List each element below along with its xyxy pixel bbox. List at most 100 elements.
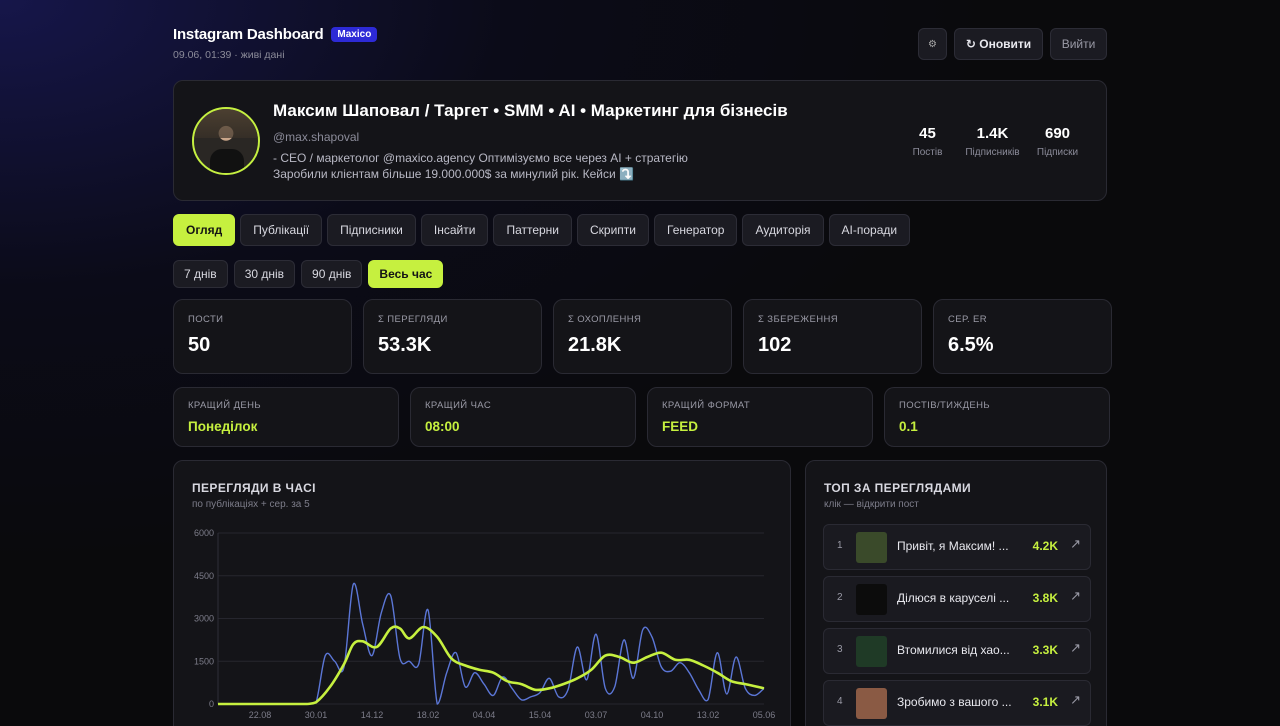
kpi-value: 53.3K <box>378 334 432 356</box>
best-format: КРАЩИЙ ФОРМАТ FEED <box>647 387 873 447</box>
title-row: Instagram Dashboard Maxico <box>173 26 1107 43</box>
y-tick-label: 1500 <box>194 656 214 666</box>
tab-audience[interactable]: Аудиторія <box>742 214 824 246</box>
stat-label: Підписки <box>1036 147 1079 158</box>
chart-title: ПЕРЕГЛЯДИ В ЧАСІ <box>192 481 316 495</box>
top-post-item[interactable]: 4 Зробимо з вашого ... 3.1K ↗ <box>823 680 1091 726</box>
posts-per-week: ПОСТІВ/ТИЖДЕНЬ 0.1 <box>884 387 1110 447</box>
post-views: 3.8K <box>1032 591 1058 605</box>
best-label: ПОСТІВ/ТИЖДЕНЬ <box>899 400 991 411</box>
kpi-value: 50 <box>188 334 211 356</box>
avatar <box>192 107 260 175</box>
post-thumbnail <box>856 532 887 563</box>
profile-name: Максим Шаповал / Таргет • SMM • AI • Мар… <box>273 101 788 120</box>
post-views: 3.1K <box>1032 695 1058 709</box>
post-views: 4.2K <box>1032 539 1058 553</box>
range-90-days[interactable]: 90 днів <box>301 260 363 288</box>
range-7-days[interactable]: 7 днів <box>173 260 228 288</box>
post-thumbnail <box>856 584 887 615</box>
views-over-time-card: ПЕРЕГЛЯДИ В ЧАСІ по публікаціях + сер. з… <box>173 460 791 726</box>
stat-following: 690 Підписки <box>1025 125 1090 158</box>
open-external-icon[interactable]: ↗ <box>1070 536 1081 551</box>
post-rank: 1 <box>837 540 843 551</box>
open-external-icon[interactable]: ↗ <box>1070 588 1081 603</box>
chart-grid <box>217 532 764 705</box>
header: Instagram Dashboard Maxico 09.06, 01:39 … <box>173 26 1107 66</box>
account-badge: Maxico <box>331 27 378 42</box>
kpi-saves: Σ ЗБЕРЕЖЕННЯ 102 <box>743 299 922 374</box>
best-metrics-row: КРАЩИЙ ДЕНЬ Понеділок КРАЩИЙ ЧАС 08:00 КРА… <box>173 387 1110 447</box>
open-external-icon[interactable]: ↗ <box>1070 640 1081 655</box>
kpi-posts: ПОСТИ 50 <box>173 299 352 374</box>
top-subtitle: клік — відкрити пост <box>824 499 919 510</box>
x-tick-label: 13.02 <box>697 710 720 720</box>
best-label: КРАЩИЙ ДЕНЬ <box>188 400 262 411</box>
tab-insights[interactable]: Інсайти <box>420 214 489 246</box>
best-value: FEED <box>662 419 699 434</box>
post-title: Ділюся в каруселі ... <box>897 591 1010 605</box>
stat-label: Підписників <box>965 147 1020 158</box>
kpi-label: ПОСТИ <box>188 314 224 325</box>
kpi-value: 102 <box>758 334 792 356</box>
x-tick-label: 22.08 <box>249 710 272 720</box>
tab-followers[interactable]: Підписники <box>327 214 416 246</box>
best-value: 08:00 <box>425 419 460 434</box>
top-title: ТОП ЗА ПЕРЕГЛЯДАМИ <box>824 481 972 495</box>
logout-button[interactable]: Вийти <box>1050 28 1107 60</box>
views-chart: 0 1500 3000 4500 6000 22.08 30.01 14.12 18.02 04… <box>194 528 776 720</box>
stat-label: Постів <box>912 147 943 158</box>
stat-value: 690 <box>1044 125 1071 142</box>
chart-subtitle: по публікаціях + сер. за 5 <box>192 499 310 510</box>
post-thumbnail <box>856 688 887 719</box>
top-post-item[interactable]: 1 Привіт, я Максим! ... 4.2K ↗ <box>823 524 1091 570</box>
last-updated: 09.06, 01:39 · живі дані <box>173 49 285 61</box>
x-tick-label: 30.01 <box>305 710 328 720</box>
open-external-icon[interactable]: ↗ <box>1070 692 1081 707</box>
best-value: Понеділок <box>188 419 258 434</box>
tab-scripts[interactable]: Скрипти <box>577 214 650 246</box>
tab-ai-tips[interactable]: AI-поради <box>828 214 911 246</box>
x-tick-label: 04.10 <box>641 710 664 720</box>
tab-overview[interactable]: Огляд <box>173 214 236 246</box>
range-30-days[interactable]: 30 днів <box>233 260 296 288</box>
kpi-reach: Σ ОХОПЛЕННЯ 21.8K <box>553 299 732 374</box>
date-range-filter: 7 днів 30 днів 90 днів Весь час <box>173 260 444 288</box>
kpi-label: Σ ПЕРЕГЛЯДИ <box>378 314 448 325</box>
stat-value: 45 <box>919 125 936 142</box>
y-tick-label: 6000 <box>194 528 214 538</box>
stat-followers: 1.4K Підписників <box>960 125 1025 158</box>
series-avg-line <box>217 625 765 706</box>
app-title: Instagram Dashboard <box>173 26 324 43</box>
profile-stats: 45 Постів 1.4K Підписників 690 Підписки <box>895 125 1090 158</box>
kpi-value: 6.5% <box>948 334 994 356</box>
x-tick-label: 15.04 <box>529 710 552 720</box>
x-tick-label: 14.12 <box>361 710 384 720</box>
y-tick-label: 4500 <box>194 571 214 581</box>
kpi-label: СЕР. ER <box>948 314 988 325</box>
header-actions: ⚙ ↻ Оновити Вийти <box>918 28 1107 60</box>
post-title: Втомилися від хао... <box>897 643 1010 657</box>
kpi-avg-er: СЕР. ER 6.5% <box>933 299 1112 374</box>
tab-publications[interactable]: Публікації <box>240 214 323 246</box>
kpi-value: 21.8K <box>568 334 622 356</box>
tab-patterns[interactable]: Паттерни <box>493 214 573 246</box>
x-tick-label: 05.06 <box>753 710 776 720</box>
kpi-views: Σ ПЕРЕГЛЯДИ 53.3K <box>363 299 542 374</box>
top-post-item[interactable]: 3 Втомилися від хао... 3.3K ↗ <box>823 628 1091 674</box>
x-tick-labels: 22.08 30.01 14.12 18.02 04.04 15.04 03.07 04.10… <box>249 710 776 720</box>
post-views: 3.3K <box>1032 643 1058 657</box>
y-tick-label: 3000 <box>194 614 214 624</box>
range-all-time[interactable]: Весь час <box>368 260 444 288</box>
post-title: Зробимо з вашого ... <box>897 695 1012 709</box>
top-posts-list: 1 Привіт, я Максим! ... 4.2K ↗ 2 Ділюся … <box>823 524 1091 726</box>
top-by-views-card: ТОП ЗА ПЕРЕГЛЯДАМИ клік — відкрити пост … <box>805 460 1107 726</box>
best-day: КРАЩИЙ ДЕНЬ Понеділок <box>173 387 399 447</box>
main-tabs: Огляд Публікації Підписники Інсайти Патт… <box>173 214 911 246</box>
post-rank: 3 <box>837 644 843 655</box>
top-post-item[interactable]: 2 Ділюся в каруселі ... 3.8K ↗ <box>823 576 1091 622</box>
post-rank: 4 <box>837 696 843 707</box>
gear-icon: ⚙ <box>928 38 937 50</box>
settings-button[interactable]: ⚙ <box>918 28 947 60</box>
refresh-button[interactable]: ↻ Оновити <box>954 28 1043 60</box>
tab-generator[interactable]: Генератор <box>654 214 738 246</box>
